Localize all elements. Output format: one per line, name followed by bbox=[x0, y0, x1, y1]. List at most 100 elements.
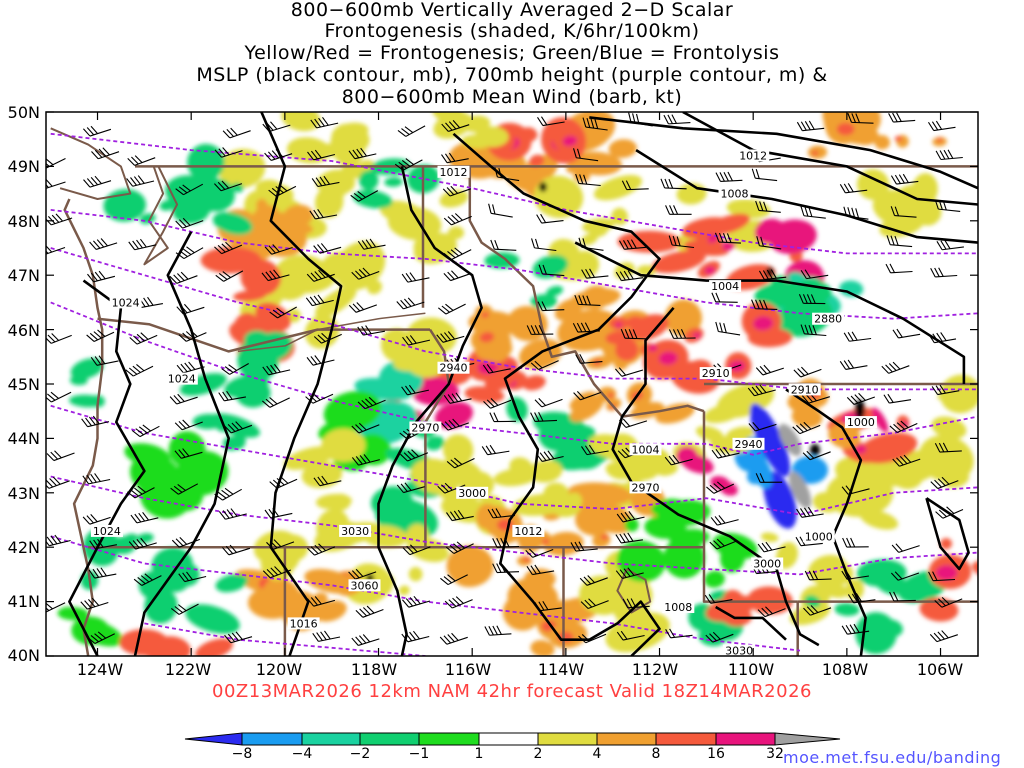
frontogenesis-cell bbox=[136, 533, 154, 544]
barb-feather bbox=[179, 219, 187, 228]
wind-barb bbox=[892, 328, 921, 339]
barb-feather bbox=[854, 394, 863, 403]
colorbar-segment bbox=[241, 732, 303, 746]
barb-feather bbox=[214, 493, 223, 501]
wind-barb bbox=[614, 367, 644, 377]
barb-feather bbox=[50, 451, 58, 460]
frontogenesis-cell bbox=[124, 443, 171, 467]
wind-barb bbox=[222, 127, 251, 139]
frontogenesis-cell bbox=[655, 461, 679, 476]
barb-feather bbox=[804, 570, 811, 581]
barb-feather bbox=[618, 367, 627, 376]
barb-feather bbox=[619, 240, 625, 250]
barb-feather bbox=[899, 456, 908, 465]
barb-feather bbox=[664, 178, 670, 189]
mslp-label-bg bbox=[629, 443, 662, 456]
frontogenesis-cell bbox=[894, 135, 903, 142]
barb-feather bbox=[889, 425, 898, 433]
barb-feather bbox=[93, 240, 101, 249]
frontogenesis-cell bbox=[358, 170, 379, 191]
barb-feather bbox=[449, 545, 458, 553]
barb-feather bbox=[227, 424, 236, 432]
barb-feather bbox=[47, 393, 56, 401]
wind-barb bbox=[261, 269, 290, 282]
barb-feather bbox=[94, 271, 102, 281]
barb-feather bbox=[896, 328, 903, 338]
wind-barb bbox=[309, 209, 338, 220]
barb-feather bbox=[351, 637, 359, 646]
frontogenesis-cell bbox=[760, 532, 779, 542]
barb-feather bbox=[278, 184, 288, 192]
barb-feather bbox=[222, 271, 231, 278]
barb-feather bbox=[176, 364, 184, 374]
barb-feather bbox=[175, 538, 184, 547]
wind-barb bbox=[351, 454, 380, 466]
barb-feather bbox=[94, 356, 102, 365]
barb-feather bbox=[806, 450, 815, 459]
barb-feather bbox=[102, 147, 110, 156]
barb-feather bbox=[312, 633, 319, 642]
frontogenesis-cell bbox=[763, 471, 797, 529]
frontogenesis-cell bbox=[704, 266, 716, 275]
barb-feather bbox=[90, 473, 97, 483]
barb-feather bbox=[46, 536, 54, 546]
wind-barb bbox=[87, 631, 115, 644]
barb-feather bbox=[351, 425, 360, 434]
wind-barb bbox=[87, 270, 116, 283]
barb-feather bbox=[534, 360, 543, 369]
frontogenesis-cell bbox=[611, 207, 628, 226]
barb-feather bbox=[847, 594, 855, 604]
frontogenesis-cell bbox=[406, 317, 457, 356]
barb-feather bbox=[133, 335, 142, 343]
barb-feather bbox=[88, 599, 96, 608]
barb-feather bbox=[270, 121, 278, 130]
barb-feather bbox=[796, 424, 804, 433]
barb-feather bbox=[89, 241, 97, 250]
barb-feather bbox=[274, 566, 282, 574]
wind-barb bbox=[215, 270, 244, 282]
wind-barb bbox=[443, 247, 472, 260]
barb-feather bbox=[182, 332, 191, 341]
wind-barb bbox=[620, 328, 648, 340]
barb-feather bbox=[617, 450, 626, 459]
barb-feather bbox=[261, 272, 269, 281]
barb-feather bbox=[82, 128, 91, 137]
barb-feather bbox=[584, 445, 592, 455]
barb-feather bbox=[235, 631, 243, 640]
barb-feather bbox=[361, 240, 369, 249]
wind-barb bbox=[889, 591, 916, 602]
barb-feather bbox=[574, 294, 579, 305]
height-label-bg bbox=[339, 524, 372, 537]
colorbar-label: 16 bbox=[707, 746, 725, 762]
barb-feather bbox=[314, 271, 322, 280]
barb-feather bbox=[138, 426, 148, 434]
barb-feather bbox=[455, 596, 464, 604]
barb-feather bbox=[755, 385, 763, 394]
barb-feather bbox=[313, 336, 322, 344]
barb-feather bbox=[810, 294, 816, 304]
mslp-label: 1000 bbox=[847, 416, 875, 429]
barb-feather bbox=[808, 324, 813, 335]
wind-barb bbox=[440, 418, 469, 431]
barb-feather bbox=[310, 546, 319, 555]
barb-feather bbox=[94, 633, 103, 641]
frontogenesis-cell bbox=[593, 174, 643, 201]
barb-feather bbox=[355, 609, 364, 618]
wind-barb bbox=[439, 632, 468, 645]
title-line-5: 800−600mb Mean Wind (barb, kt) bbox=[341, 86, 683, 108]
barb-feather bbox=[179, 250, 188, 258]
wind-barb bbox=[46, 391, 72, 403]
barb-feather bbox=[405, 632, 413, 642]
barb-feather bbox=[616, 513, 624, 523]
barb-feather bbox=[405, 598, 414, 607]
barb-feather bbox=[446, 187, 455, 196]
lon-label-118w: 118W bbox=[350, 660, 398, 679]
wind-barb bbox=[843, 331, 872, 342]
barb-feather bbox=[309, 296, 317, 305]
barb-feather bbox=[723, 171, 729, 182]
colorbar-label: −8 bbox=[231, 746, 253, 762]
barb-feather bbox=[619, 271, 626, 281]
wind-barb bbox=[444, 596, 473, 609]
barb-feather bbox=[90, 125, 98, 134]
wind-barb bbox=[125, 364, 154, 377]
